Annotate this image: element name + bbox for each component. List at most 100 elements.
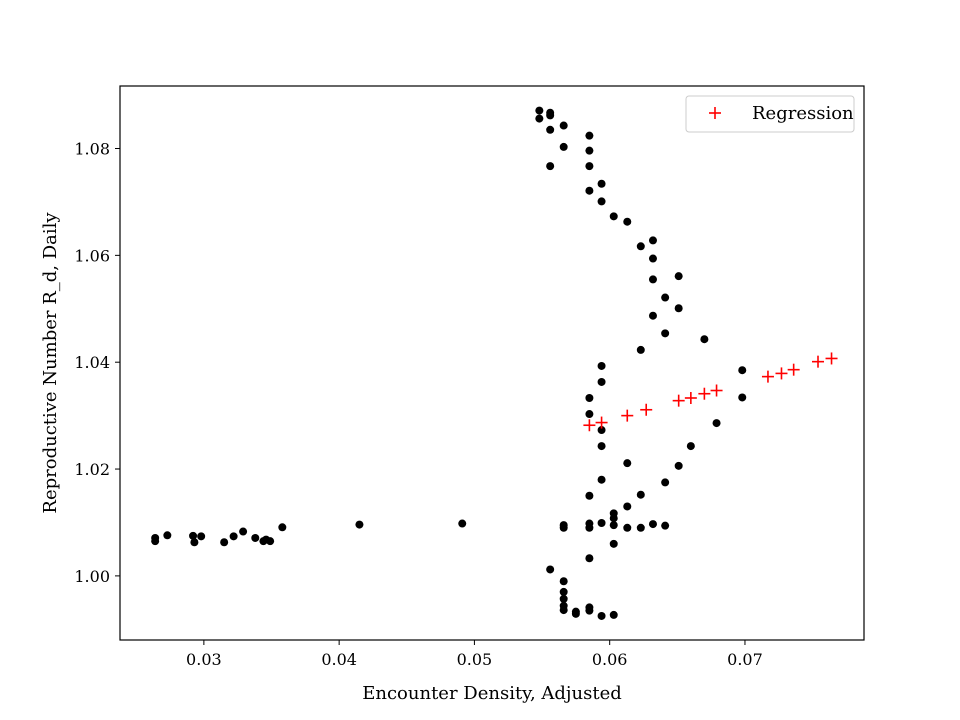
observed-point <box>597 197 606 206</box>
observed-point <box>535 106 544 115</box>
observed-point <box>585 162 594 171</box>
observed-point <box>661 521 670 530</box>
observed-point <box>585 491 594 500</box>
observed-point <box>278 523 287 532</box>
observed-point <box>623 502 632 511</box>
observed-point <box>648 311 657 320</box>
regression-series <box>583 352 838 432</box>
observed-point <box>686 442 695 451</box>
observed-point <box>597 611 606 620</box>
y-tick-label: 1.08 <box>74 140 110 159</box>
observed-point <box>571 609 580 618</box>
observed-point <box>609 521 618 530</box>
axis-ticks: 0.03 0.04 0.05 0.06 0.07 1.00 1.02 1.04 1.06 1.08 <box>74 140 762 669</box>
regression-point <box>672 394 685 407</box>
observed-point <box>559 577 568 586</box>
observed-point <box>674 272 683 281</box>
observed-series <box>151 106 747 620</box>
legend-regression-label: Regression <box>752 103 854 124</box>
legend: Regression <box>685 95 855 133</box>
observed-point <box>648 254 657 263</box>
legend-regression-marker <box>709 107 721 119</box>
observed-point <box>535 114 544 123</box>
x-tick-label: 0.07 <box>727 650 763 669</box>
observed-point <box>190 538 199 547</box>
y-tick-label: 1.02 <box>74 460 110 479</box>
observed-point <box>229 532 238 541</box>
observed-point <box>189 531 198 540</box>
observed-point <box>559 587 568 596</box>
observed-point <box>636 523 645 532</box>
observed-point <box>251 533 260 542</box>
regression-point <box>621 409 634 422</box>
observed-point <box>546 111 555 120</box>
observed-point <box>559 594 568 603</box>
observed-point <box>738 393 747 402</box>
x-tick-label: 0.03 <box>186 650 222 669</box>
observed-point <box>197 532 206 541</box>
observed-point <box>609 610 618 619</box>
observed-point <box>609 514 618 523</box>
observed-point <box>546 565 555 574</box>
data-points <box>151 106 838 620</box>
regression-point <box>710 384 723 397</box>
observed-point <box>609 539 618 548</box>
observed-point <box>636 490 645 499</box>
observed-point <box>585 554 594 563</box>
observed-point <box>355 520 364 529</box>
observed-point <box>585 131 594 140</box>
observed-point <box>585 606 594 615</box>
observed-point <box>585 393 594 402</box>
observed-point <box>597 475 606 484</box>
observed-point <box>559 606 568 615</box>
x-tick-label: 0.04 <box>321 650 357 669</box>
plot-frame <box>119 85 865 641</box>
regression-point <box>698 387 711 400</box>
y-tick-label: 1.04 <box>74 353 110 372</box>
regression-point <box>825 352 838 365</box>
observed-point <box>597 442 606 451</box>
observed-point <box>220 538 229 547</box>
observed-point <box>674 304 683 313</box>
observed-point <box>661 293 670 302</box>
y-tick-label: 1.06 <box>74 246 110 265</box>
observed-point <box>738 366 747 375</box>
observed-point <box>597 179 606 188</box>
regression-point <box>812 355 825 368</box>
observed-point <box>648 520 657 529</box>
observed-point <box>546 162 555 171</box>
observed-point <box>623 217 632 226</box>
regression-point <box>640 403 653 416</box>
observed-point <box>266 537 275 546</box>
observed-point <box>546 125 555 134</box>
observed-point <box>585 186 594 195</box>
regression-point <box>684 391 697 404</box>
observed-point <box>585 146 594 155</box>
observed-point <box>239 527 248 536</box>
legend-box <box>685 95 855 133</box>
x-tick-label: 0.05 <box>457 650 493 669</box>
observed-point <box>151 533 160 542</box>
regression-point <box>583 419 596 432</box>
observed-point <box>585 410 594 419</box>
observed-point <box>597 377 606 386</box>
observed-point <box>661 329 670 338</box>
regression-point <box>775 367 788 380</box>
x-tick-label: 0.06 <box>592 650 628 669</box>
observed-point <box>597 361 606 370</box>
observed-point <box>163 531 172 540</box>
observed-point <box>559 523 568 532</box>
observed-point <box>559 121 568 130</box>
observed-point <box>458 519 467 528</box>
observed-point <box>648 275 657 284</box>
regression-point <box>761 370 774 383</box>
observed-point <box>636 242 645 251</box>
observed-point <box>597 426 606 435</box>
observed-point <box>559 142 568 151</box>
regression-point <box>595 416 608 429</box>
observed-point <box>700 335 709 344</box>
observed-point <box>597 519 606 528</box>
y-axis-label: Reproductive Number R_d, Daily <box>40 212 61 514</box>
observed-point <box>623 459 632 468</box>
